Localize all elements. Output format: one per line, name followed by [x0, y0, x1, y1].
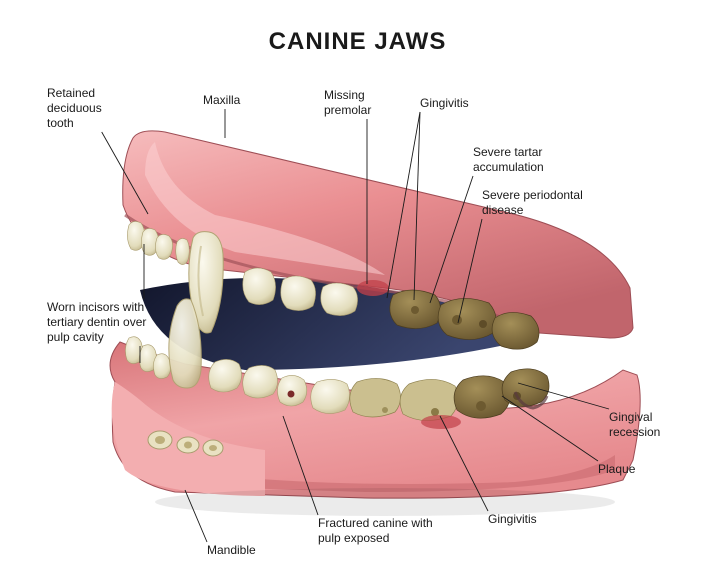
diagram-title: CANINE JAWS	[0, 28, 715, 56]
label-maxilla: Maxilla	[203, 93, 240, 108]
canine-jaw-illustration	[85, 120, 645, 520]
label-plaque: Plaque	[598, 462, 635, 477]
label-retained-deciduous: Retained deciduous tooth	[47, 86, 102, 131]
label-gingivitis-lower: Gingivitis	[488, 512, 537, 527]
label-mandible: Mandible	[207, 543, 256, 558]
fractured-canine-pulp	[277, 375, 306, 406]
label-gingivitis-upper: Gingivitis	[420, 96, 469, 111]
label-worn-incisors: Worn incisors with tertiary dentin over …	[47, 300, 146, 345]
label-missing-premolar: Missing premolar	[324, 88, 371, 118]
label-fractured-canine: Fractured canine with pulp exposed	[318, 516, 433, 546]
retained-deciduous-tooth	[176, 238, 190, 264]
label-gingival-recession: Gingival recession	[609, 410, 660, 440]
label-severe-tartar: Severe tartar accumulation	[473, 145, 544, 175]
label-severe-periodontal: Severe periodontal disease	[482, 188, 583, 218]
